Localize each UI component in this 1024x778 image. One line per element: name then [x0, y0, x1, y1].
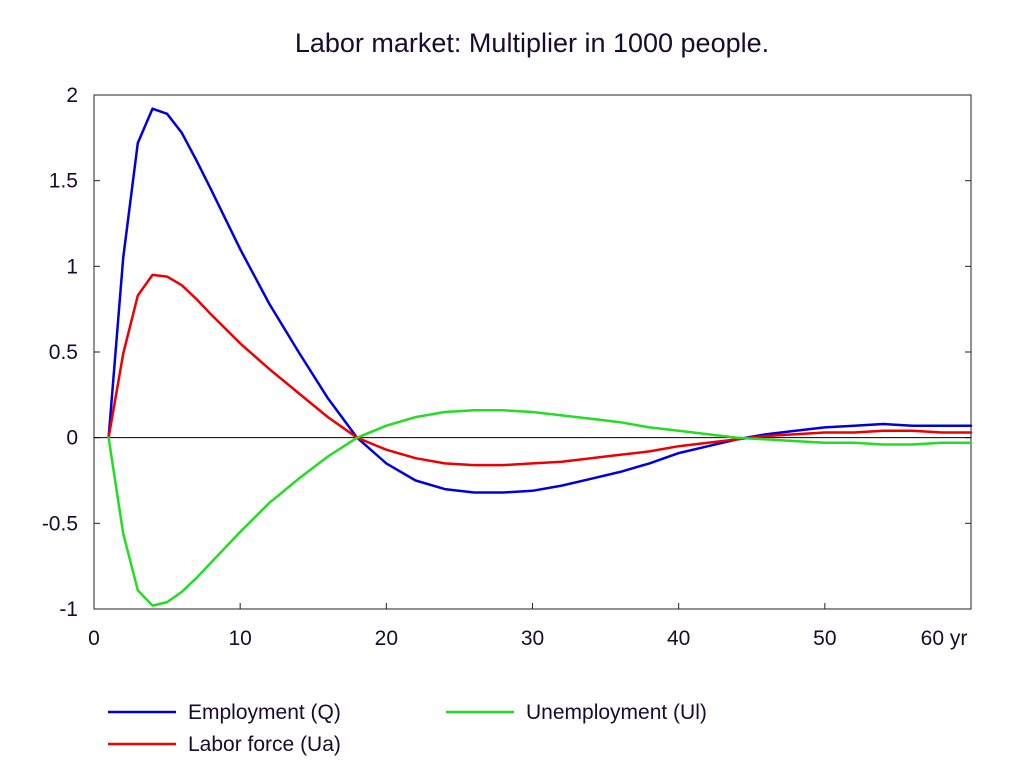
- legend: Employment (Q) Labor force (Ua) Unemployme…: [108, 701, 707, 756]
- x-tick-label: 0: [88, 627, 100, 650]
- legend-label-2: Unemployment (Ul): [526, 701, 707, 724]
- x-tick-label: 10: [228, 627, 251, 650]
- y-tick-label: -0.5: [42, 512, 78, 535]
- series-line-2: [107, 409, 973, 607]
- y-tick-labels: -1 -0.5 0 0.5 1 1.5 2: [42, 84, 78, 621]
- x-tick-label: 30: [521, 627, 544, 650]
- x-tick-label: 50: [813, 627, 836, 650]
- y-tick-label: 1: [66, 255, 78, 278]
- chart-title: Labor market: Multiplier in 1000 people.: [295, 28, 769, 58]
- legend-label-0: Employment (Q): [188, 701, 341, 724]
- legend-label-1: Labor force (Ua): [188, 733, 341, 756]
- y-tick-label: 0.5: [49, 341, 78, 364]
- x-tick-label: 40: [667, 627, 690, 650]
- y-tick-label: 0: [66, 427, 78, 450]
- plot-frame: [93, 94, 972, 610]
- y-tick-label: 1.5: [49, 170, 78, 193]
- x-tick-label: 60 yr: [921, 627, 968, 650]
- series-line-1: [107, 273, 973, 467]
- axis-ticks: [93, 94, 972, 610]
- x-tick-label: 20: [375, 627, 398, 650]
- series-line-0: [107, 107, 973, 494]
- x-tick-labels: 0 10 20 30 40 50 60 yr: [88, 627, 967, 650]
- y-tick-label: -1: [59, 598, 78, 621]
- series-layer: [107, 107, 973, 607]
- y-tick-label: 2: [66, 84, 78, 107]
